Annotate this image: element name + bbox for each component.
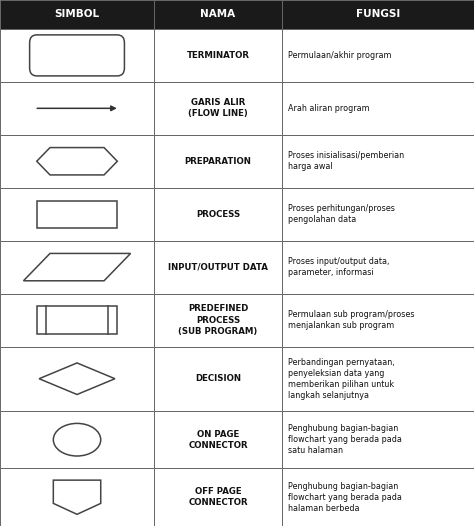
Polygon shape — [23, 254, 131, 281]
Text: Proses inisialisasi/pemberian
harga awal: Proses inisialisasi/pemberian harga awal — [288, 151, 404, 171]
Text: Permulaan sub program/proses
menjalankan sub program: Permulaan sub program/proses menjalankan… — [288, 310, 414, 330]
Text: SIMBOL: SIMBOL — [55, 9, 100, 19]
Bar — [154, 411, 282, 469]
Bar — [36, 306, 117, 333]
Text: Arah aliran program: Arah aliran program — [288, 104, 369, 113]
Bar — [282, 241, 474, 294]
Bar — [282, 82, 474, 135]
Bar — [0, 469, 154, 526]
Bar — [154, 82, 282, 135]
Bar — [282, 347, 474, 411]
Text: OFF PAGE
CONNECTOR: OFF PAGE CONNECTOR — [188, 487, 248, 507]
Text: TERMINATOR: TERMINATOR — [187, 51, 249, 60]
Text: Proses input/output data,
parameter, informasi: Proses input/output data, parameter, inf… — [288, 257, 389, 277]
Polygon shape — [39, 363, 115, 394]
FancyBboxPatch shape — [29, 35, 124, 76]
Bar — [282, 29, 474, 82]
Bar — [154, 0, 282, 29]
Bar — [0, 241, 154, 294]
Ellipse shape — [53, 423, 100, 456]
Bar — [154, 347, 282, 411]
Bar — [282, 188, 474, 240]
Text: FUNGSI: FUNGSI — [356, 9, 400, 19]
Bar — [282, 411, 474, 469]
Text: Proses perhitungan/proses
pengolahan data: Proses perhitungan/proses pengolahan dat… — [288, 204, 394, 224]
Polygon shape — [53, 480, 100, 514]
Bar — [154, 241, 282, 294]
Text: DECISION: DECISION — [195, 374, 241, 383]
Bar — [0, 411, 154, 469]
Bar — [154, 294, 282, 347]
Bar — [0, 347, 154, 411]
Bar — [154, 29, 282, 82]
Bar — [154, 188, 282, 240]
Bar — [0, 29, 154, 82]
Bar — [0, 135, 154, 188]
Bar — [36, 200, 117, 228]
Bar — [0, 294, 154, 347]
Bar — [282, 469, 474, 526]
Bar — [0, 0, 154, 29]
Text: PROCESS: PROCESS — [196, 210, 240, 219]
Polygon shape — [36, 148, 117, 175]
Text: GARIS ALIR
(FLOW LINE): GARIS ALIR (FLOW LINE) — [188, 98, 248, 118]
Text: Penghubung bagian-bagian
flowchart yang berada pada
halaman berbeda: Penghubung bagian-bagian flowchart yang … — [288, 482, 401, 513]
Bar — [282, 294, 474, 347]
Bar — [154, 135, 282, 188]
Bar — [0, 188, 154, 240]
Text: Permulaan/akhir program: Permulaan/akhir program — [288, 51, 391, 60]
Bar — [282, 0, 474, 29]
Bar — [154, 469, 282, 526]
Bar — [282, 135, 474, 188]
Text: PREDEFINED
PROCESS
(SUB PROGRAM): PREDEFINED PROCESS (SUB PROGRAM) — [178, 305, 258, 336]
Text: Penghubung bagian-bagian
flowchart yang berada pada
satu halaman: Penghubung bagian-bagian flowchart yang … — [288, 424, 401, 456]
Text: ON PAGE
CONNECTOR: ON PAGE CONNECTOR — [188, 430, 248, 450]
Text: NAMA: NAMA — [201, 9, 236, 19]
Text: INPUT/OUTPUT DATA: INPUT/OUTPUT DATA — [168, 262, 268, 271]
Text: Perbandingan pernyataan,
penyeleksian data yang
memberikan pilihan untuk
langkah: Perbandingan pernyataan, penyeleksian da… — [288, 358, 394, 400]
Bar — [0, 82, 154, 135]
Text: PREPARATION: PREPARATION — [184, 157, 252, 166]
